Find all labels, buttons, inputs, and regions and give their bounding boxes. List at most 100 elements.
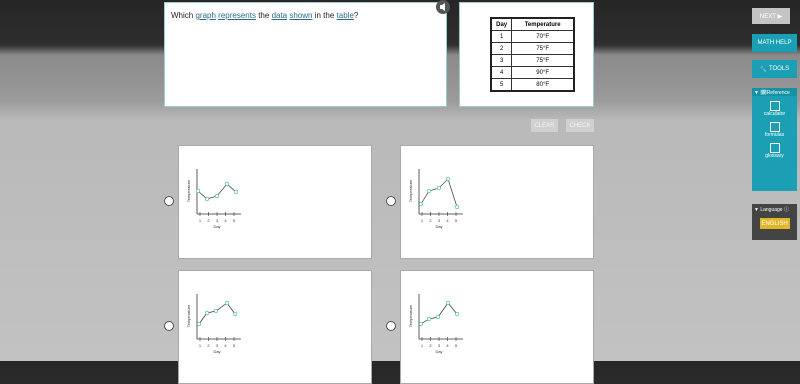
math-help-button[interactable]: MATH HELP <box>752 34 797 52</box>
word: Which <box>171 11 194 20</box>
y-axis-label: Temperature <box>408 179 413 202</box>
reference-item[interactable]: calculator <box>752 101 797 117</box>
graph-point <box>214 193 220 199</box>
reference-label: formulas <box>764 132 785 138</box>
table-header-cell: Day <box>490 17 513 31</box>
glossary-link[interactable]: represents <box>218 11 256 20</box>
word: in the <box>314 11 335 20</box>
x-tick-label: 3 <box>216 343 219 348</box>
y-axis-label: Temperature <box>408 304 413 327</box>
graph-point <box>426 316 432 322</box>
x-tick-label: 1 <box>199 218 202 223</box>
x-tick-label: 3 <box>216 218 219 223</box>
word: ? <box>353 11 359 20</box>
graph-line <box>420 302 458 325</box>
glossary-link[interactable]: data <box>271 11 288 20</box>
x-tick-label: 2 <box>429 343 432 348</box>
english-button[interactable]: ENGLISH <box>759 218 790 229</box>
table-cell: 75°F <box>511 42 575 55</box>
x-tick-label: 3 <box>438 218 441 223</box>
table-row: 2 75°F <box>490 42 575 55</box>
answer-radio[interactable] <box>386 196 396 206</box>
reference-panel: ▼ 🗓Reference calculator formulas glossary <box>752 88 797 191</box>
option-graph: Temperature Day 1 2 3 4 5 <box>408 294 463 354</box>
reference-icon <box>769 143 780 153</box>
answer-option[interactable]: Temperature Day 1 2 3 4 5 <box>400 270 594 384</box>
graph-point <box>435 314 441 320</box>
x-tick-label: 1 <box>421 218 424 223</box>
graph-point <box>204 310 210 316</box>
x-axis-label: Day <box>213 224 220 229</box>
graph-line <box>420 178 458 208</box>
graph-point <box>232 311 238 317</box>
table-cell: 2 <box>490 42 513 55</box>
table-panel: Day Temperature 1 70°F 2 75°F 3 75°F 4 90°F 5 80°F <box>459 2 594 107</box>
answer-option[interactable]: Temperature Day 1 2 3 4 5 <box>178 270 372 384</box>
table-cell: 3 <box>490 54 513 67</box>
y-axis-label: Temperature <box>186 179 191 202</box>
answer-option[interactable]: Temperature Day 1 2 3 4 5 <box>178 145 372 259</box>
reference-icon <box>769 122 780 132</box>
glossary-link[interactable]: table <box>336 11 354 20</box>
table-cell: 80°F <box>511 78 575 92</box>
reference-icon <box>769 101 780 111</box>
graph-point <box>233 189 239 195</box>
check-button[interactable]: CHECK <box>566 119 594 132</box>
clear-button[interactable]: CLEAR <box>531 119 558 132</box>
table-cell: 1 <box>490 30 513 43</box>
answer-option[interactable]: Temperature Day 1 2 3 4 5 <box>400 145 594 259</box>
graph-point <box>418 321 424 327</box>
table-cell: 90°F <box>511 66 575 79</box>
tools-label: TOOLS <box>768 66 790 72</box>
graph-point <box>196 321 202 327</box>
table-row: 1 70°F <box>490 30 575 43</box>
data-table: Day Temperature 1 70°F 2 75°F 3 75°F 4 90°F 5 80°F <box>490 17 575 92</box>
answer-radio[interactable] <box>164 321 174 331</box>
table-row: 5 80°F <box>490 78 575 92</box>
reference-header[interactable]: ▼ 🗓Reference <box>752 88 797 96</box>
reference-label: glossary <box>765 153 784 159</box>
graph-point <box>436 185 442 191</box>
x-axis-label: Day <box>435 349 442 354</box>
answer-radio[interactable] <box>164 196 174 206</box>
x-tick-label: 3 <box>438 343 441 348</box>
option-graph: Temperature Day 1 2 3 4 5 <box>408 169 463 229</box>
x-tick-label: 4 <box>224 218 227 223</box>
table-cell: 70°F <box>511 30 575 43</box>
table-cell: 75°F <box>511 54 575 67</box>
graph-point <box>224 181 230 187</box>
option-graph: Temperature Day 1 2 3 4 5 <box>186 294 241 354</box>
graph-point <box>454 311 460 317</box>
x-axis-label: Day <box>213 349 220 354</box>
tools-button[interactable]: 🔧 TOOLS <box>752 60 797 78</box>
graph-point <box>426 188 432 194</box>
audio-button[interactable] <box>436 0 450 14</box>
x-tick-label: 4 <box>446 218 449 223</box>
table-cell: 5 <box>490 78 513 92</box>
audio-icon <box>440 3 445 11</box>
x-tick-label: 5 <box>455 343 458 348</box>
y-axis-label: Temperature <box>186 304 191 327</box>
question: Which graph represents the data shown in… <box>171 11 446 20</box>
x-axis-label: Day <box>435 224 442 229</box>
question-panel: Which graph represents the data shown in… <box>164 2 447 107</box>
language-header[interactable]: ▼ Language ⓘ <box>754 207 789 213</box>
language-panel: ▼ Language ⓘ ENGLISH <box>752 204 797 240</box>
x-tick-label: 1 <box>199 343 202 348</box>
table-cell: 4 <box>490 66 513 79</box>
next-button[interactable]: NEXT ▶ <box>752 8 790 24</box>
reference-item[interactable]: glossary <box>752 143 797 159</box>
x-tick-label: 2 <box>207 218 210 223</box>
answer-radio[interactable] <box>386 321 396 331</box>
x-tick-label: 4 <box>224 343 227 348</box>
glossary-link[interactable]: shown <box>289 11 313 20</box>
glossary-link[interactable]: graph <box>195 11 216 20</box>
graph-point <box>204 196 210 202</box>
reference-item[interactable]: formulas <box>752 122 797 138</box>
language-label: Language <box>760 207 783 213</box>
graph-point <box>195 188 201 194</box>
reference-label: Reference <box>766 90 790 96</box>
table-header-row: Day Temperature <box>490 17 575 31</box>
option-graph: Temperature Day 1 2 3 4 5 <box>186 169 241 229</box>
